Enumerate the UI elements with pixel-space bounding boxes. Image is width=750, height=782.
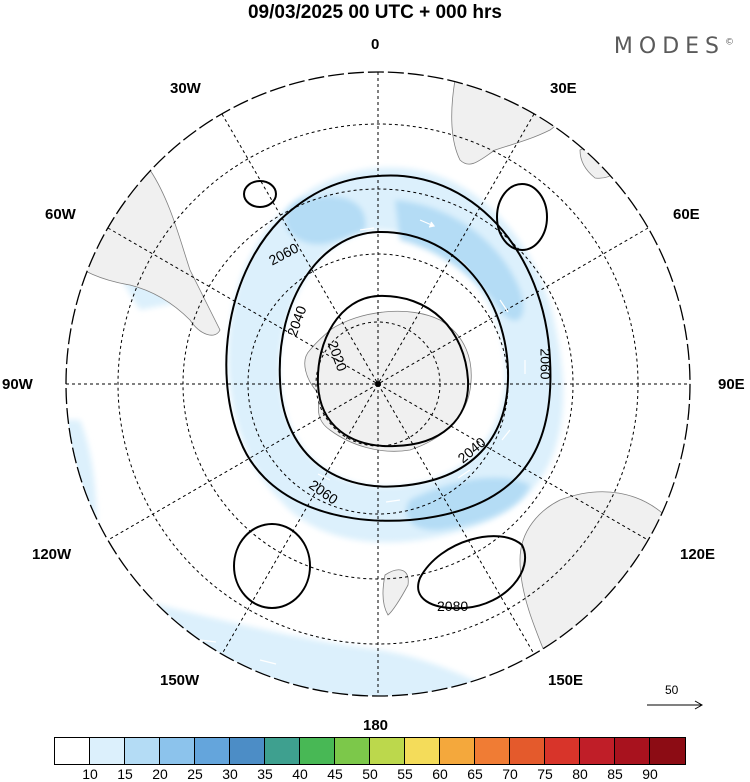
contour-label-2060: 2060 bbox=[537, 348, 554, 380]
wind-vector bbox=[259, 659, 277, 665]
copyright-mark: © bbox=[725, 37, 734, 48]
meridian-label-90e: 90E bbox=[718, 376, 745, 393]
colorbar-tick-label: 55 bbox=[397, 766, 413, 782]
contour-label-2080: 2080 bbox=[437, 598, 469, 614]
colorbar-cell bbox=[265, 738, 300, 764]
colorbar-tick-label: 10 bbox=[82, 766, 98, 782]
colorbar-tick-label: 80 bbox=[572, 766, 588, 782]
colorbar-cell bbox=[440, 738, 475, 764]
meridian-30 bbox=[221, 113, 535, 655]
reference-vector-value: 50 bbox=[665, 683, 679, 697]
colorbar-tick-label: 85 bbox=[607, 766, 623, 782]
meridian-label-180: 180 bbox=[363, 717, 389, 734]
new-zealand bbox=[382, 569, 409, 616]
colorbar-cell bbox=[615, 738, 650, 764]
colorbar-tick-label: 65 bbox=[467, 766, 483, 782]
meridian-label-120e: 120E bbox=[680, 546, 716, 563]
australia bbox=[519, 491, 690, 691]
wind-vectors bbox=[150, 219, 526, 665]
wind-vector bbox=[284, 327, 290, 341]
antarctica bbox=[304, 310, 472, 452]
colorbar-cell bbox=[125, 738, 160, 764]
meridian-label-60w: 60W bbox=[45, 206, 76, 223]
colorbar-cell bbox=[580, 738, 615, 764]
map-boundary bbox=[65, 71, 691, 697]
colorbar-tick-label: 60 bbox=[432, 766, 448, 782]
colorbar-cell bbox=[650, 738, 685, 764]
contour-closed-nw bbox=[243, 180, 277, 208]
jet-core-northwest bbox=[285, 196, 366, 245]
wind-vector bbox=[317, 473, 331, 481]
colorbar-cell bbox=[545, 738, 580, 764]
meridian-label-30e: 30E bbox=[550, 80, 577, 97]
colorbar-tick-label: 75 bbox=[537, 766, 553, 782]
wind-vector bbox=[501, 429, 511, 441]
meridian-label-150w: 150W bbox=[160, 672, 200, 689]
wind-vector bbox=[385, 499, 401, 503]
wind-vector bbox=[199, 639, 217, 643]
wind-vector bbox=[419, 219, 436, 228]
colorbar-cell bbox=[90, 738, 125, 764]
colorbar-cell bbox=[300, 738, 335, 764]
colorbar-cell bbox=[405, 738, 440, 764]
colorbar bbox=[54, 737, 686, 765]
colorbar-cell bbox=[195, 738, 230, 764]
colorbar-tick-label: 30 bbox=[222, 766, 238, 782]
meridian-120 bbox=[107, 227, 649, 541]
colorbar-tick-label: 35 bbox=[257, 766, 273, 782]
reference-arrow-icon bbox=[647, 700, 704, 710]
height-contours bbox=[225, 174, 552, 610]
colorbar-cell bbox=[510, 738, 545, 764]
colorbar-tick-label: 20 bbox=[152, 766, 168, 782]
meridian-label-90w: 90W bbox=[2, 376, 33, 393]
colorbar-tick-label: 40 bbox=[292, 766, 308, 782]
colorbar-cell bbox=[335, 738, 370, 764]
wind-vector bbox=[283, 407, 291, 421]
brand-logo: MODES© bbox=[614, 34, 734, 59]
contour-2020 bbox=[316, 294, 470, 448]
meridian-label-30w: 30W bbox=[170, 80, 201, 97]
map-title: 09/03/2025 00 UTC + 000 hrs bbox=[247, 2, 503, 23]
meridian-60 bbox=[107, 227, 649, 541]
wind-vector bbox=[457, 469, 471, 479]
meridian-label-150e: 150E bbox=[548, 672, 584, 689]
contour-closed-ne bbox=[496, 183, 548, 251]
colorbar-tick-label: 50 bbox=[362, 766, 378, 782]
colorbar-cell bbox=[475, 738, 510, 764]
wind-vector bbox=[359, 227, 375, 231]
wind-vector bbox=[319, 251, 333, 261]
meridian-label-60e: 60E bbox=[673, 206, 700, 223]
brand-name: MODES bbox=[613, 34, 725, 59]
colorbar-tick-label: 25 bbox=[187, 766, 203, 782]
meridian-label-120w: 120W bbox=[32, 546, 72, 563]
colorbar-tick-label: 45 bbox=[327, 766, 343, 782]
colorbar-tick-label: 90 bbox=[642, 766, 658, 782]
colorbar-tick-label: 70 bbox=[502, 766, 518, 782]
meridian-150 bbox=[221, 113, 535, 655]
reference-vector: 50 bbox=[645, 683, 705, 713]
south-pole-marker bbox=[375, 381, 381, 387]
contour-2040 bbox=[278, 230, 510, 488]
colorbar-cell bbox=[160, 738, 195, 764]
contour-2060 bbox=[225, 174, 552, 522]
colorbar-cell bbox=[55, 738, 90, 764]
meridian-label-0: 0 bbox=[371, 36, 380, 53]
colorbar-tick-label: 15 bbox=[117, 766, 133, 782]
colorbar-cell bbox=[370, 738, 405, 764]
contour-2080 bbox=[417, 535, 527, 610]
colorbar-cell bbox=[230, 738, 265, 764]
wind-vector bbox=[499, 299, 509, 313]
contour-closed-sw bbox=[233, 523, 311, 609]
